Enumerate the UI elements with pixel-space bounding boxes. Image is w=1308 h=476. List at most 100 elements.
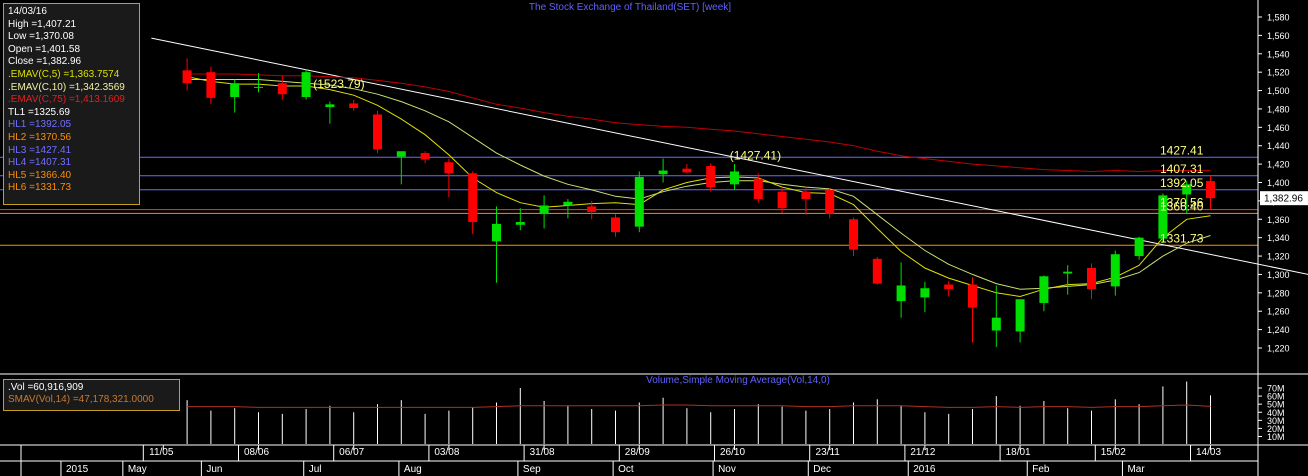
volume-title: Volume,Simple Moving Average(Vol,14,0) bbox=[646, 375, 830, 386]
candle-body bbox=[872, 258, 882, 284]
candle-body bbox=[753, 178, 763, 200]
info-hl3: HL3 =1427.41 bbox=[8, 144, 72, 156]
candle-body bbox=[182, 70, 192, 84]
candle-body bbox=[730, 171, 739, 185]
ema10-line bbox=[187, 79, 1211, 290]
volume-bars bbox=[186, 381, 1211, 444]
date-label: 15/02 bbox=[1101, 447, 1126, 458]
info-smav: SMAV(Vol,14) =47,178,321.0000 bbox=[8, 394, 154, 405]
date-label: 28/09 bbox=[625, 447, 650, 458]
candle-body bbox=[254, 86, 263, 88]
candle-body bbox=[777, 191, 787, 209]
candle-body bbox=[849, 219, 858, 250]
price-tick-label: 1,480 bbox=[1267, 104, 1290, 114]
candle-body bbox=[539, 205, 549, 214]
candle-body bbox=[920, 288, 930, 298]
price-tick-label: 1,400 bbox=[1267, 178, 1290, 188]
info-emav5: .EMAV(C,5) =1,363.7574 bbox=[8, 68, 120, 80]
price-tick-label: 1,240 bbox=[1267, 325, 1290, 335]
volume-tick-label: 50M bbox=[1267, 400, 1285, 410]
price-tick-label: 1,260 bbox=[1267, 307, 1290, 317]
date-label: 18/01 bbox=[1006, 447, 1031, 458]
candle-body bbox=[1110, 254, 1120, 287]
hline-label-hl6: 1331.73 bbox=[1160, 231, 1204, 245]
volume-tick-label: 70M bbox=[1267, 384, 1285, 394]
month-label: Aug bbox=[404, 464, 422, 475]
candle-body bbox=[634, 176, 644, 227]
hline-label-hl1: 1392.05 bbox=[1160, 176, 1204, 190]
candle-body bbox=[1039, 276, 1049, 303]
date-label: 21/12 bbox=[910, 447, 935, 458]
date-label: 08/06 bbox=[244, 447, 269, 458]
horizontal-lines bbox=[0, 156, 1258, 246]
candle-body bbox=[1063, 271, 1073, 274]
month-label: May bbox=[128, 464, 147, 475]
info-vol: .Vol =60,916,909 bbox=[8, 382, 84, 393]
candle-body bbox=[587, 206, 597, 212]
price-tick-label: 1,580 bbox=[1267, 13, 1290, 23]
candle-body bbox=[349, 103, 359, 109]
candle-body bbox=[230, 83, 240, 97]
month-label: Jul bbox=[309, 464, 322, 475]
candle-body bbox=[801, 191, 811, 200]
candle-body bbox=[277, 83, 287, 95]
info-hl6: HL6 =1331.73 bbox=[8, 182, 72, 194]
peak-annotation: (1427.41) bbox=[730, 149, 781, 163]
info-high: High =1,407.21 bbox=[8, 18, 77, 30]
candle-body bbox=[1134, 237, 1144, 257]
month-label: Jun bbox=[206, 464, 222, 475]
candle-body bbox=[301, 72, 311, 97]
info-tl1: TL1 =1325.69 bbox=[8, 106, 70, 118]
price-tick-label: 1,280 bbox=[1267, 288, 1290, 298]
ema5-line bbox=[187, 76, 1211, 298]
month-label: Mar bbox=[1127, 464, 1145, 475]
ohlc-info-box: 14/03/16 High =1,407.21 Low =1,370.08 Op… bbox=[3, 3, 140, 205]
price-tick-label: 1,560 bbox=[1267, 31, 1290, 41]
month-label: 2016 bbox=[913, 464, 936, 475]
volume-tick-label: 10M bbox=[1267, 432, 1285, 442]
info-hl2: HL2 =1370.56 bbox=[8, 131, 72, 143]
info-emav10: .EMAV(C,10) =1,342.3569 bbox=[8, 81, 125, 93]
candle-body bbox=[1182, 184, 1192, 195]
info-close: Close =1,382.96 bbox=[8, 56, 82, 68]
volume-tick-label: 40M bbox=[1267, 408, 1285, 418]
date-label: 03/08 bbox=[434, 447, 459, 458]
hline-label-hl5: 1366.40 bbox=[1160, 199, 1204, 213]
info-emav75: .EMAV(C,75) =1,413.1609 bbox=[8, 94, 125, 106]
candle-body bbox=[444, 162, 454, 174]
volume-info-box: .Vol =60,916,909 SMAV(Vol,14) =47,178,32… bbox=[3, 379, 180, 411]
hline-label-hl3: 1427.41 bbox=[1160, 143, 1204, 157]
date-label: 26/10 bbox=[720, 447, 745, 458]
date-label: 06/07 bbox=[339, 447, 364, 458]
candle-body bbox=[658, 170, 668, 175]
peak-annotation: (1523.79) bbox=[313, 77, 364, 91]
month-label: Nov bbox=[718, 464, 736, 475]
info-date: 14/03/16 bbox=[8, 6, 47, 17]
candles bbox=[182, 58, 1215, 348]
volume-tick-label: 20M bbox=[1267, 424, 1285, 434]
price-tick-label: 1,460 bbox=[1267, 123, 1290, 133]
price-tick-label: 1,340 bbox=[1267, 233, 1290, 243]
month-label: Feb bbox=[1032, 464, 1050, 475]
volume-tick-label: 60M bbox=[1267, 392, 1285, 402]
ema75-line bbox=[187, 73, 1211, 173]
price-tick-label: 1,300 bbox=[1267, 270, 1290, 280]
candle-body bbox=[515, 222, 525, 225]
price-tick-label: 1,500 bbox=[1267, 86, 1290, 96]
date-label: 14/03 bbox=[1196, 447, 1221, 458]
price-tick-label: 1,540 bbox=[1267, 49, 1290, 59]
date-label: 11/05 bbox=[149, 447, 174, 458]
candle-body bbox=[1158, 195, 1168, 239]
date-label: 31/08 bbox=[530, 447, 555, 458]
chart-title: The Stock Exchange of Thailand(SET) [wee… bbox=[529, 2, 731, 13]
price-tick-label: 1,220 bbox=[1267, 344, 1290, 354]
candle-body bbox=[825, 189, 835, 214]
last-price-label: 1,382.96 bbox=[1264, 194, 1303, 205]
candle-body bbox=[1015, 299, 1025, 332]
candle-body bbox=[896, 285, 906, 302]
candle-body bbox=[611, 217, 620, 233]
month-label: Sep bbox=[523, 464, 541, 475]
candle-body bbox=[944, 284, 954, 290]
volume-sma-line bbox=[187, 404, 1211, 408]
